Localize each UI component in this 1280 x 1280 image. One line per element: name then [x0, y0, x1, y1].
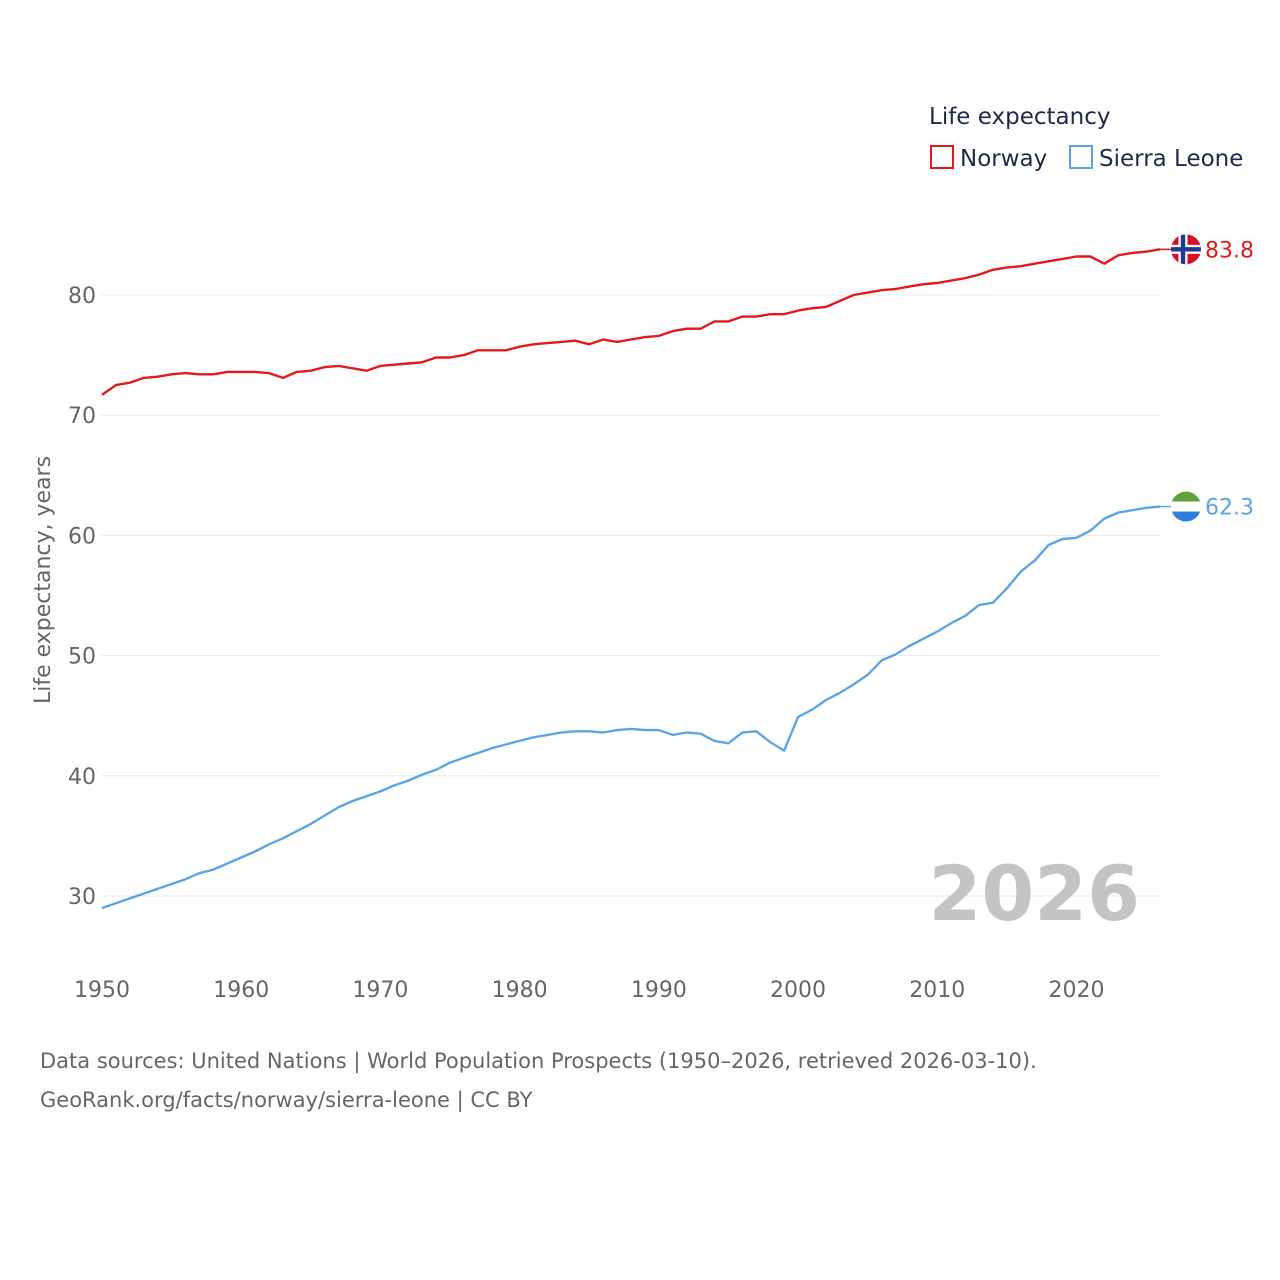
norway-flag-icon	[1171, 234, 1201, 265]
end-value-label-norway: 83.8	[1205, 238, 1254, 263]
x-tick-label-1980: 1980	[492, 978, 548, 1003]
legend-swatch-sierra-leone	[1069, 145, 1093, 169]
series-line-norway[interactable]	[101, 248, 1161, 396]
legend-label-sierra-leone: Sierra Leone	[1099, 146, 1243, 172]
y-axis-ticks: 30 40 50 60 70 80	[68, 284, 96, 910]
credit-link[interactable]: GeoRank.org/facts/norway/sierra-leone | …	[40, 1088, 533, 1112]
legend-item-norway[interactable]: Norway	[930, 145, 1047, 172]
y-tick-label-40: 40	[68, 765, 96, 790]
x-axis-ticks: 1950 1960 1970 1980 1990 2000 2010 2020	[74, 978, 1104, 1003]
x-tick-label-2000: 2000	[770, 978, 826, 1003]
y-tick-label-50: 50	[68, 645, 96, 670]
series-line-sierra-leone[interactable]	[101, 505, 1161, 910]
legend-title: Life expectancy	[929, 104, 1110, 130]
x-tick-label-2010: 2010	[909, 978, 965, 1003]
footer: Data sources: United Nations | World Pop…	[40, 1042, 1037, 1120]
y-tick-label-30: 30	[68, 885, 96, 910]
x-tick-label-1970: 1970	[352, 978, 408, 1003]
legend: Life expectancy Norway Sierra Leone	[929, 104, 1243, 172]
y-tick-label-70: 70	[68, 404, 96, 429]
x-tick-label-1990: 1990	[631, 978, 687, 1003]
x-tick-label-1960: 1960	[213, 978, 269, 1003]
series-lines	[101, 248, 1161, 910]
y-tick-label-80: 80	[68, 284, 96, 309]
end-flags: 83.8 62.3	[1160, 234, 1254, 522]
y-tick-label-60: 60	[68, 524, 96, 549]
x-tick-label-2020: 2020	[1048, 978, 1104, 1003]
data-sources-text: Data sources: United Nations | World Pop…	[40, 1049, 1037, 1073]
y-axis-label: Life expectancy, years	[31, 456, 56, 704]
sierra-leone-flag-icon	[1171, 491, 1201, 522]
life-expectancy-chart: 30 40 50 60 70 80 1950 1960 1970 1980 1990 2000 201…	[31, 104, 1254, 1003]
legend-label-norway: Norway	[960, 146, 1047, 172]
end-value-label-sierra-leone: 62.3	[1205, 496, 1254, 521]
year-watermark: 2026	[928, 849, 1140, 938]
gridlines	[102, 294, 1160, 897]
legend-item-sierra-leone[interactable]: Sierra Leone	[1069, 145, 1243, 172]
x-tick-label-1950: 1950	[74, 978, 130, 1003]
legend-swatch-norway	[930, 145, 954, 169]
